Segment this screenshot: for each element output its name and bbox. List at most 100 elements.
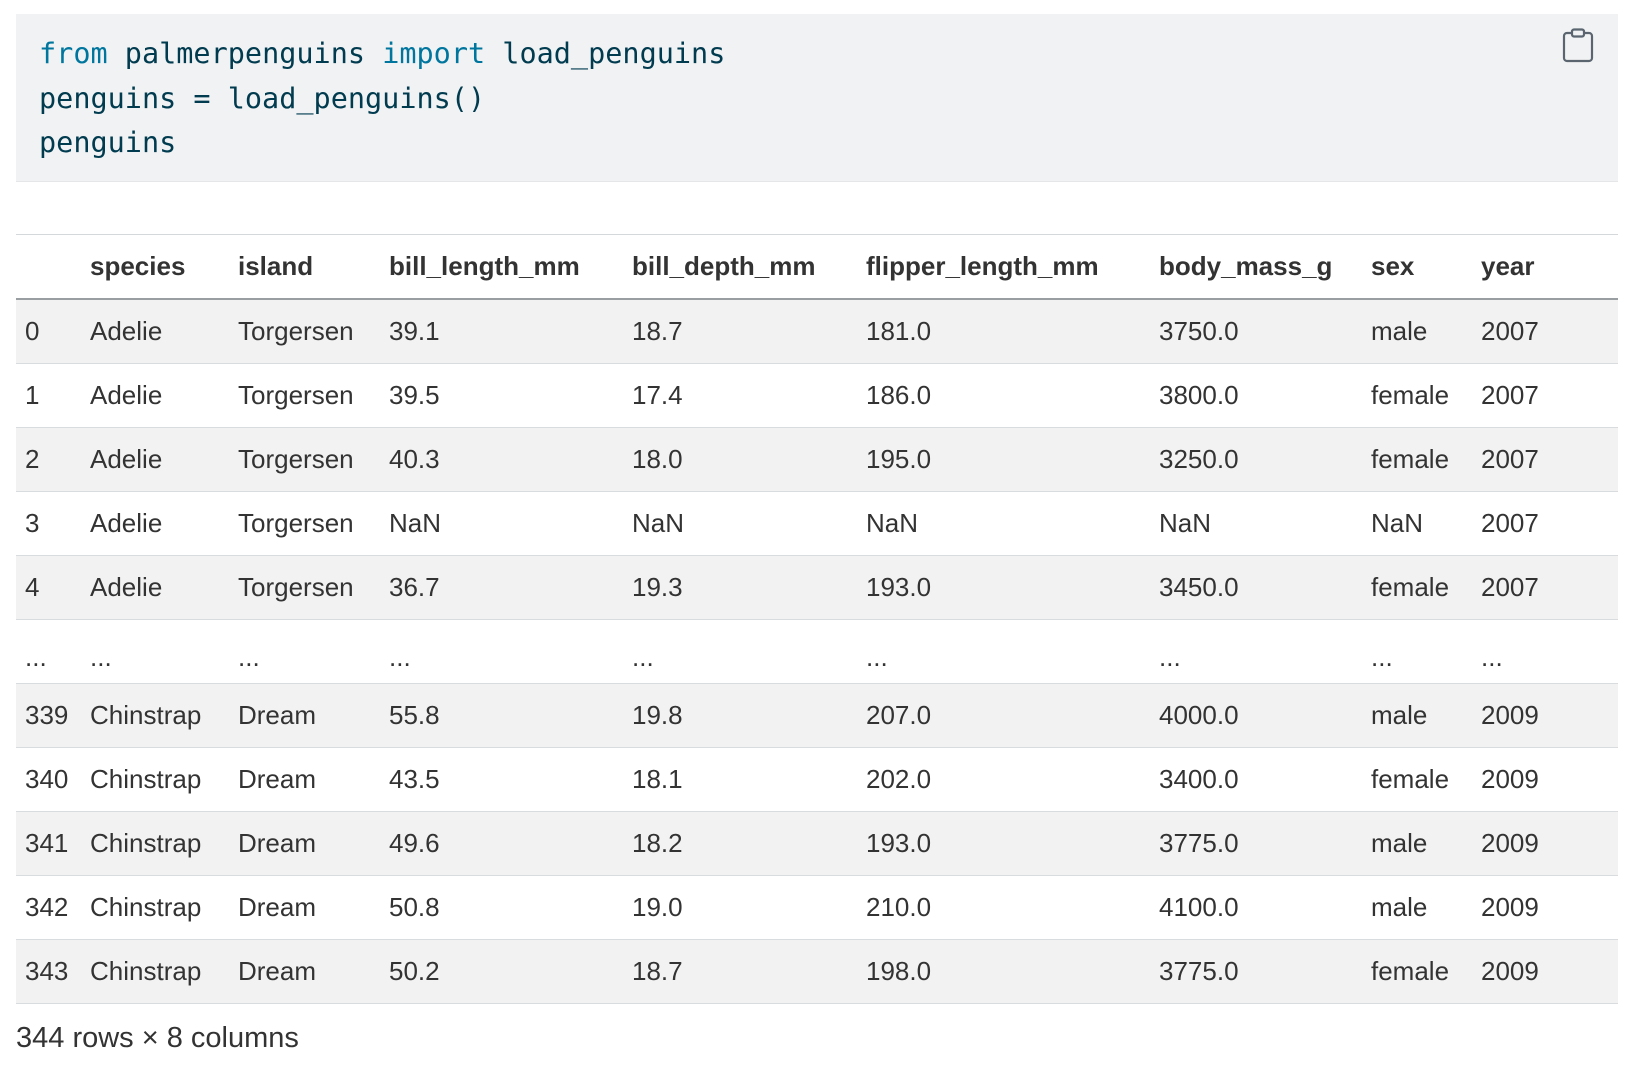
table-body: 0 Adelie Torgersen 39.1 18.7 181.0 3750.0 male 2… [16,299,1618,1004]
row-index-cell: 342 [16,875,90,940]
table-cell: Adelie [90,555,238,620]
row-index-cell: 339 [16,683,90,748]
table-cell: 195.0 [866,427,1159,492]
table-cell: ... [632,619,866,684]
row-index-cell: 1 [16,363,90,428]
table-cell: 39.1 [389,299,632,364]
table-cell: ... [1371,619,1481,684]
code-source[interactable]: from palmerpenguins import load_penguins… [39,32,725,166]
table-cell: female [1371,747,1481,812]
table-cell: Torgersen [238,363,389,428]
table-cell: 2009 [1481,683,1618,748]
code-token: penguins [39,126,177,159]
table-cell: Torgersen [238,299,389,364]
table-cell: 3450.0 [1159,555,1371,620]
table-cell: 2009 [1481,875,1618,940]
table-cell: 50.2 [389,939,632,1004]
table-cell: Chinstrap [90,939,238,1004]
copy-code-button[interactable] [1561,28,1605,72]
table-cell: 18.0 [632,427,866,492]
table-cell: male [1371,811,1481,876]
code-line: from palmerpenguins import load_penguins [39,37,725,70]
table-cell: Adelie [90,491,238,556]
table-cell: ... [1481,619,1618,684]
table-cell: 207.0 [866,683,1159,748]
dataframe-table: species island bill_length_mm bill_depth_mm… [16,234,1618,1004]
table-cell: 3800.0 [1159,363,1371,428]
table-header: species island bill_length_mm bill_depth_mm… [16,234,1618,299]
table-cell: ... [389,619,632,684]
table-cell: Dream [238,683,389,748]
table-cell: NaN [632,491,866,556]
row-index-cell: 3 [16,491,90,556]
code-keyword: from [39,37,108,70]
table-cell: ... [90,619,238,684]
table-cell: 2007 [1481,427,1618,492]
table-cell: 49.6 [389,811,632,876]
column-header: year [1481,251,1535,281]
row-index-cell: 2 [16,427,90,492]
table-cell: 198.0 [866,939,1159,1004]
table-cell: 181.0 [866,299,1159,364]
table-cell: 4000.0 [1159,683,1371,748]
table-cell: Torgersen [238,427,389,492]
table-cell: Dream [238,875,389,940]
table-cell: 19.3 [632,555,866,620]
table-row: 342 Chinstrap Dream 50.8 19.0 210.0 4100.0 male… [16,875,1618,940]
table-cell: male [1371,875,1481,940]
column-header: flipper_length_mm [866,251,1099,281]
table-cell: 40.3 [389,427,632,492]
table-cell: 18.7 [632,299,866,364]
table-row: ........................... [16,619,1618,684]
table-cell: Chinstrap [90,747,238,812]
table-cell: 18.2 [632,811,866,876]
table-cell: NaN [1371,491,1481,556]
table-cell: 2009 [1481,747,1618,812]
table-cell: Adelie [90,299,238,364]
code-keyword: import [382,37,486,70]
table-cell: Dream [238,747,389,812]
table-cell: 18.7 [632,939,866,1004]
table-cell: female [1371,939,1481,1004]
table-cell: 2009 [1481,811,1618,876]
table-cell: 2007 [1481,363,1618,428]
row-index-cell: 343 [16,939,90,1004]
table-cell: female [1371,555,1481,620]
code-token: palmerpenguins [107,37,383,70]
clipboard-icon [1562,28,1594,63]
column-header: sex [1371,251,1415,281]
code-token: penguins = load_penguins() [39,81,486,115]
table-row: 2 Adelie Torgersen 40.3 18.0 195.0 3250.0 femal… [16,427,1618,492]
table-cell: Chinstrap [90,875,238,940]
table-cell: 50.8 [389,875,632,940]
column-header: island [238,251,314,281]
code-line: penguins [39,126,176,159]
table-cell: 2007 [1481,491,1618,556]
table-row: 340 Chinstrap Dream 43.5 18.1 202.0 3400.0 fema… [16,747,1618,812]
table-row: 0 Adelie Torgersen 39.1 18.7 181.0 3750.0 male 2… [16,299,1618,364]
table-cell: 2009 [1481,939,1618,1004]
table-cell: 202.0 [866,747,1159,812]
code-token: load_penguins [485,37,726,70]
table-row: 3 Adelie Torgersen NaN NaN NaN NaN NaN 2007 [16,491,1618,556]
table-cell: female [1371,363,1481,428]
table-cell: 43.5 [389,747,632,812]
table-row: 4 Adelie Torgersen 36.7 19.3 193.0 3450.0 femal… [16,555,1618,620]
table-cell: 39.5 [389,363,632,428]
table-cell: Dream [238,811,389,876]
table-cell: male [1371,683,1481,748]
table-cell: 2007 [1481,299,1618,364]
table-cell: ... [1159,619,1371,684]
table-cell: Adelie [90,363,238,428]
table-cell: 18.1 [632,747,866,812]
table-cell: 4100.0 [1159,875,1371,940]
table-cell: 3775.0 [1159,939,1371,1004]
table-cell: male [1371,299,1481,364]
table-cell: ... [866,619,1159,684]
table-cell: ... [238,619,389,684]
shape-caption: 344 rows × 8 columns [16,1022,299,1054]
table-cell: 193.0 [866,811,1159,876]
table-cell: female [1371,427,1481,492]
code-line: penguins = load_penguins() [39,82,485,115]
table-cell: NaN [1159,491,1371,556]
